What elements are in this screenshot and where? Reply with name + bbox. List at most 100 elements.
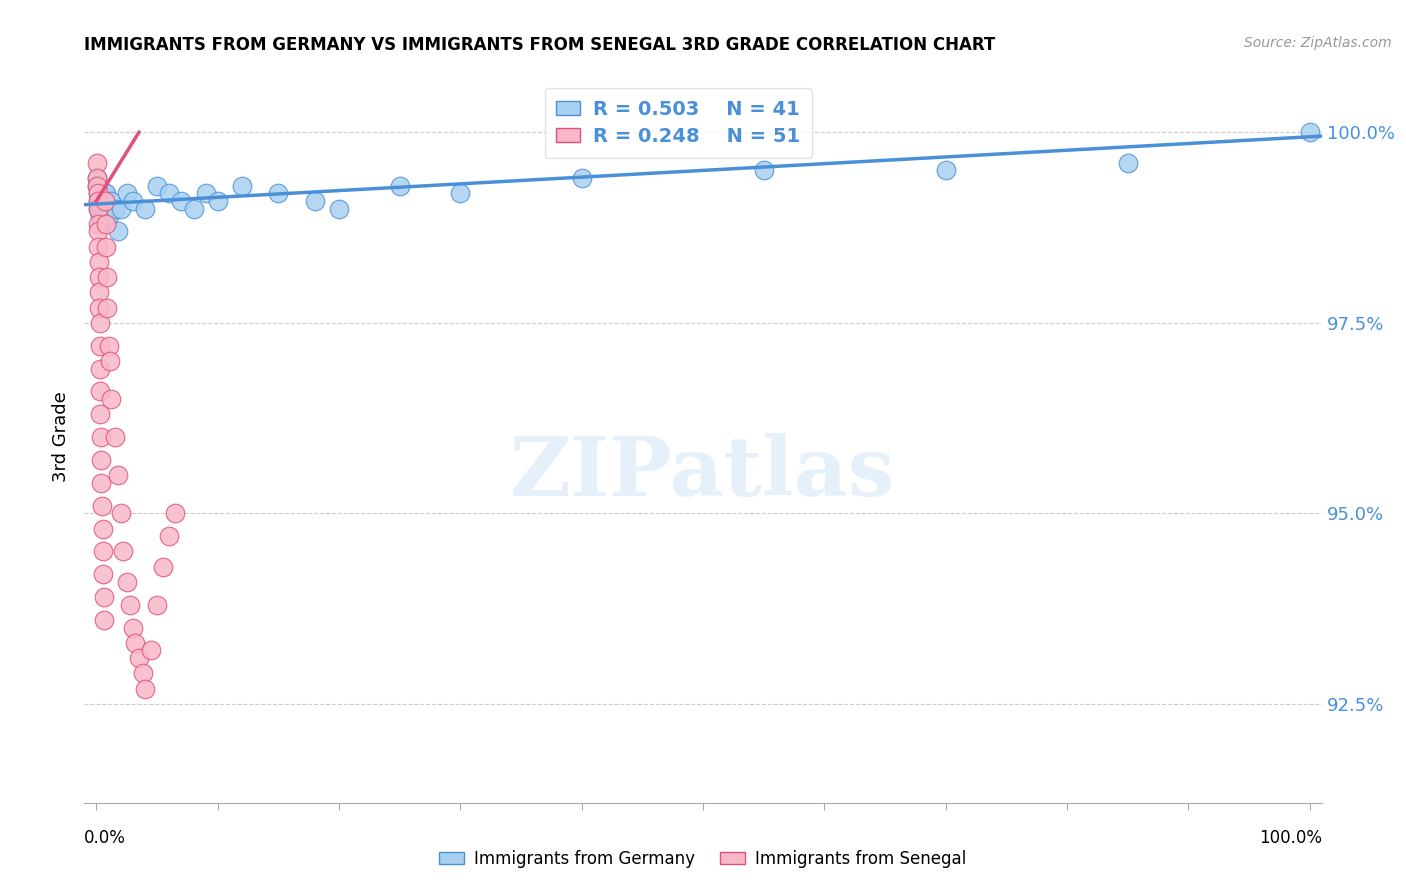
Point (87, 202, 110, 216)
Point (752, 163, 775, 178)
Point (165, 506, 187, 520)
Point (1298, 125, 1320, 139)
Point (93, 613, 115, 627)
Point (267, 186, 290, 201)
Point (87, 194, 110, 208)
Point (89, 361, 111, 376)
Point (388, 178, 411, 193)
Point (87, 202, 110, 216)
Point (124, 636, 146, 650)
Point (128, 651, 150, 665)
Point (115, 186, 138, 201)
Point (104, 430, 127, 444)
Point (157, 529, 180, 543)
Point (96, 239, 118, 253)
Point (90, 453, 112, 467)
Text: Source: ZipAtlas.com: Source: ZipAtlas.com (1244, 36, 1392, 50)
Point (86, 155, 108, 169)
Point (89, 209, 111, 223)
Point (90, 194, 112, 208)
Point (91, 521, 114, 535)
Text: 0.0%: 0.0% (84, 829, 127, 847)
Point (97, 338, 120, 352)
Point (100, 194, 122, 208)
Legend: R = 0.503    N = 41, R = 0.248    N = 51: R = 0.503 N = 41, R = 0.248 N = 51 (544, 88, 811, 158)
Point (139, 643, 162, 657)
Point (122, 194, 145, 208)
Point (104, 202, 127, 216)
Point (87, 285, 110, 300)
Point (91, 567, 114, 582)
Point (107, 224, 129, 238)
Point (89, 316, 111, 330)
Point (87, 217, 110, 231)
Point (91, 202, 114, 216)
Y-axis label: 3rd Grade: 3rd Grade (52, 392, 70, 483)
Point (107, 468, 129, 483)
Point (87, 255, 110, 269)
Point (94, 186, 117, 201)
Point (146, 598, 169, 612)
Point (98, 354, 121, 368)
Point (183, 202, 205, 216)
Point (96, 186, 118, 201)
Point (131, 666, 153, 681)
Point (96, 270, 118, 285)
Point (207, 194, 229, 208)
Point (94, 194, 117, 208)
Point (89, 301, 111, 315)
Point (86, 171, 108, 186)
Point (86, 178, 108, 193)
Point (91, 544, 114, 558)
Point (94, 217, 117, 231)
Point (157, 186, 180, 201)
Point (120, 598, 142, 612)
Point (86, 178, 108, 193)
Point (152, 559, 174, 574)
Point (87, 270, 110, 285)
Point (86, 194, 108, 208)
Point (89, 338, 111, 352)
Point (134, 681, 156, 696)
Point (87, 186, 110, 201)
Point (87, 202, 110, 216)
Point (449, 186, 471, 201)
Point (97, 209, 120, 223)
Point (328, 202, 350, 216)
Point (87, 224, 110, 238)
Point (935, 163, 957, 178)
Point (96, 301, 118, 315)
Point (93, 194, 115, 208)
Point (304, 194, 326, 208)
Point (86, 186, 108, 201)
Point (89, 384, 111, 399)
Point (146, 178, 169, 193)
Point (170, 194, 193, 208)
Point (112, 544, 135, 558)
Point (231, 178, 253, 193)
Point (96, 202, 118, 216)
Point (90, 430, 112, 444)
Point (122, 621, 145, 635)
Point (194, 186, 217, 201)
Point (89, 407, 111, 421)
Point (86, 171, 108, 186)
Point (115, 574, 138, 589)
Point (100, 392, 122, 406)
Point (1116, 155, 1139, 169)
Point (571, 171, 593, 186)
Point (86, 194, 108, 208)
Point (134, 202, 156, 216)
Point (90, 475, 112, 490)
Text: ZIPatlas: ZIPatlas (510, 433, 896, 513)
Point (93, 590, 115, 604)
Text: 100.0%: 100.0% (1258, 829, 1322, 847)
Point (110, 202, 132, 216)
Point (110, 506, 132, 520)
Legend: Immigrants from Germany, Immigrants from Senegal: Immigrants from Germany, Immigrants from… (433, 844, 973, 875)
Point (90, 217, 112, 231)
Point (91, 499, 114, 513)
Text: IMMIGRANTS FROM GERMANY VS IMMIGRANTS FROM SENEGAL 3RD GRADE CORRELATION CHART: IMMIGRANTS FROM GERMANY VS IMMIGRANTS FR… (84, 36, 995, 54)
Point (87, 239, 110, 253)
Point (89, 202, 111, 216)
